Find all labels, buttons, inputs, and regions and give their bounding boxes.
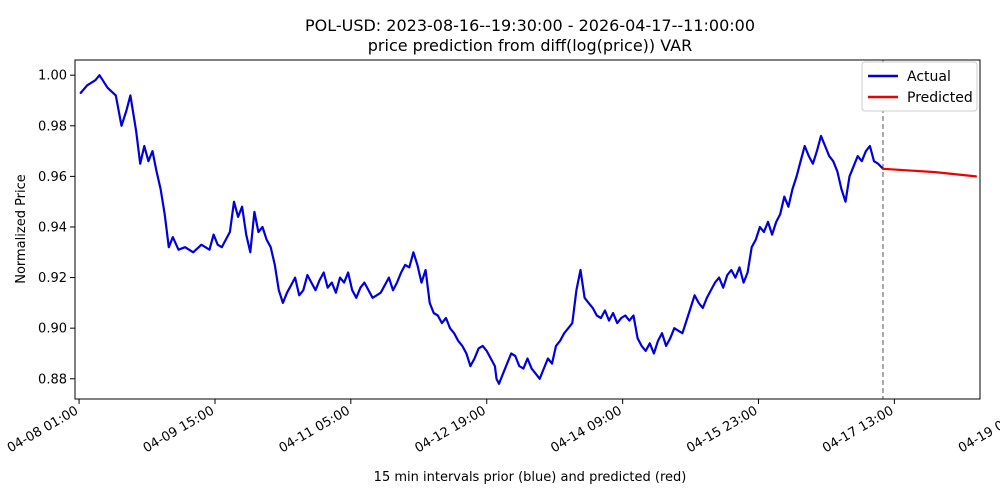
plot-area <box>79 60 977 399</box>
x-tick-label: 04-12 19:00 <box>412 403 488 456</box>
y-tick-label: 1.00 <box>38 69 67 84</box>
y-tick-label: 0.96 <box>38 170 67 185</box>
x-tick-label: 04-08 01:00 <box>5 403 81 456</box>
y-tick-label: 0.88 <box>38 372 67 387</box>
x-tick-label: 04-19 03:00 <box>956 403 1000 456</box>
legend-label-predicted: Predicted <box>907 90 973 106</box>
chart-subtitle: price prediction from diff(log(price)) V… <box>368 36 692 55</box>
y-axis-label: Normalized Price <box>14 174 29 284</box>
plot-frame <box>74 59 981 400</box>
y-tick-label: 0.92 <box>38 271 67 286</box>
x-tick-label: 04-11 05:00 <box>277 403 353 456</box>
legend: Actual Predicted <box>861 61 978 112</box>
chart-title: POL-USD: 2023-08-16--19:30:00 - 2026-04-… <box>305 16 755 35</box>
x-tick-label: 04-15 23:00 <box>684 403 760 456</box>
y-axis: 0.88 0.90 0.92 0.94 0.96 0.98 1.00 <box>38 69 75 387</box>
y-tick-label: 0.94 <box>38 220 67 235</box>
x-tick-label: 04-17 13:00 <box>820 403 896 456</box>
x-tick-label: 04-14 09:00 <box>548 403 624 456</box>
x-axis: 04-08 01:00 04-09 15:00 04-11 05:00 04-12 1… <box>5 399 1000 456</box>
legend-label-actual: Actual <box>907 69 951 85</box>
y-tick-label: 0.90 <box>38 322 67 337</box>
x-tick-label: 04-09 15:00 <box>141 403 217 456</box>
series-line-actual <box>79 74 885 385</box>
y-tick-label: 0.98 <box>38 119 67 134</box>
series-line-predicted <box>881 167 977 178</box>
x-axis-label: 15 min intervals prior (blue) and predic… <box>374 470 687 485</box>
legend-box <box>861 61 978 112</box>
